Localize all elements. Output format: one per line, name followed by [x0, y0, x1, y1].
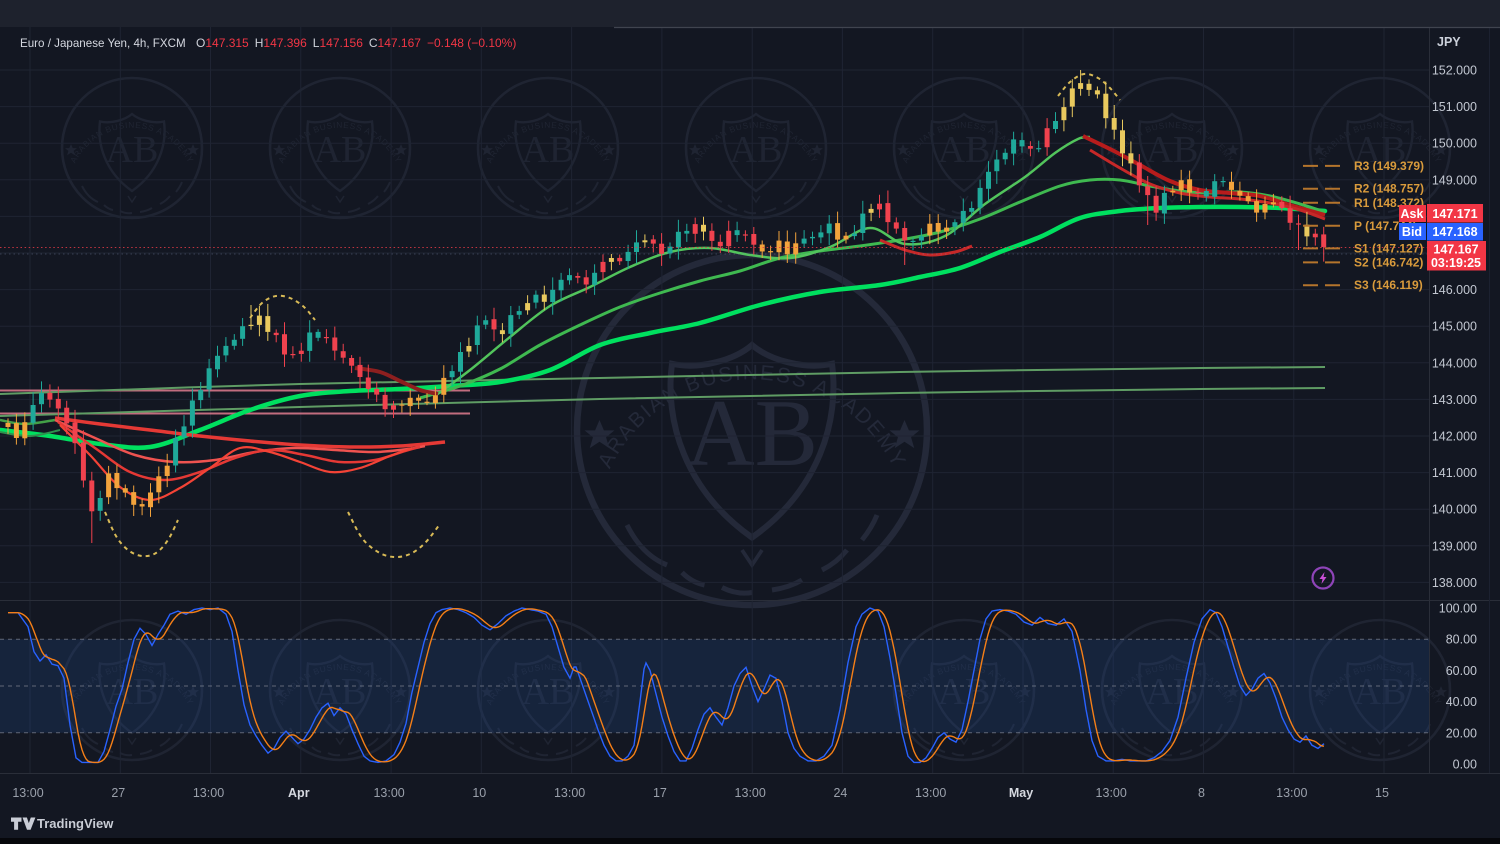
svg-text:Bid: Bid — [1402, 225, 1422, 239]
svg-text:13:00: 13:00 — [915, 786, 946, 800]
svg-text:03:19:25: 03:19:25 — [1431, 256, 1481, 270]
svg-text:100.00: 100.00 — [1439, 602, 1477, 616]
svg-text:147.167: 147.167 — [1433, 243, 1478, 257]
svg-text:0.00: 0.00 — [1453, 758, 1477, 772]
svg-text:27: 27 — [111, 786, 125, 800]
svg-text:24: 24 — [833, 786, 847, 800]
svg-text:15: 15 — [1375, 786, 1389, 800]
svg-text:40.00: 40.00 — [1446, 695, 1477, 709]
svg-text:20.00: 20.00 — [1446, 726, 1477, 740]
svg-text:149.000: 149.000 — [1432, 173, 1477, 187]
svg-text:Ask: Ask — [1401, 207, 1424, 221]
svg-text:146.000: 146.000 — [1432, 283, 1477, 297]
svg-text:13:00: 13:00 — [554, 786, 585, 800]
svg-text:60.00: 60.00 — [1446, 664, 1477, 678]
svg-text:R3 (149.379): R3 (149.379) — [1354, 159, 1424, 173]
svg-text:TradingView: TradingView — [37, 816, 114, 831]
svg-text:13:00: 13:00 — [1276, 786, 1307, 800]
svg-text:80.00: 80.00 — [1446, 633, 1477, 647]
svg-text:139.000: 139.000 — [1432, 539, 1477, 553]
svg-text:13:00: 13:00 — [735, 786, 766, 800]
svg-text:17: 17 — [653, 786, 667, 800]
svg-text:138.000: 138.000 — [1432, 576, 1477, 590]
svg-text:13:00: 13:00 — [373, 786, 404, 800]
svg-text:8: 8 — [1198, 786, 1205, 800]
svg-text:S2 (146.742): S2 (146.742) — [1354, 255, 1423, 269]
svg-text:May: May — [1009, 786, 1033, 800]
svg-text:140.000: 140.000 — [1432, 503, 1477, 517]
svg-text:147.171: 147.171 — [1432, 207, 1477, 221]
svg-text:13:00: 13:00 — [1096, 786, 1127, 800]
svg-text:13:00: 13:00 — [12, 786, 43, 800]
svg-text:147.168: 147.168 — [1432, 225, 1477, 239]
svg-text:144.000: 144.000 — [1432, 356, 1477, 370]
svg-text:141.000: 141.000 — [1432, 466, 1477, 480]
svg-text:Apr: Apr — [288, 786, 310, 800]
svg-text:13:00: 13:00 — [193, 786, 224, 800]
svg-text:151.000: 151.000 — [1432, 100, 1477, 114]
svg-text:Euro / Japanese Yen, 4h, FXCM: Euro / Japanese Yen, 4h, FXCM — [20, 37, 186, 50]
svg-text:JPY: JPY — [1437, 35, 1461, 49]
svg-text:10: 10 — [472, 786, 486, 800]
svg-text:S3 (146.119): S3 (146.119) — [1354, 278, 1423, 292]
svg-text:R2 (148.757): R2 (148.757) — [1354, 182, 1424, 196]
svg-text:S1 (147.127): S1 (147.127) — [1354, 241, 1423, 255]
svg-text:145.000: 145.000 — [1432, 320, 1477, 334]
svg-text:150.000: 150.000 — [1432, 137, 1477, 151]
svg-text:142.000: 142.000 — [1432, 430, 1477, 444]
svg-text:152.000: 152.000 — [1432, 64, 1477, 78]
svg-text:143.000: 143.000 — [1432, 393, 1477, 407]
